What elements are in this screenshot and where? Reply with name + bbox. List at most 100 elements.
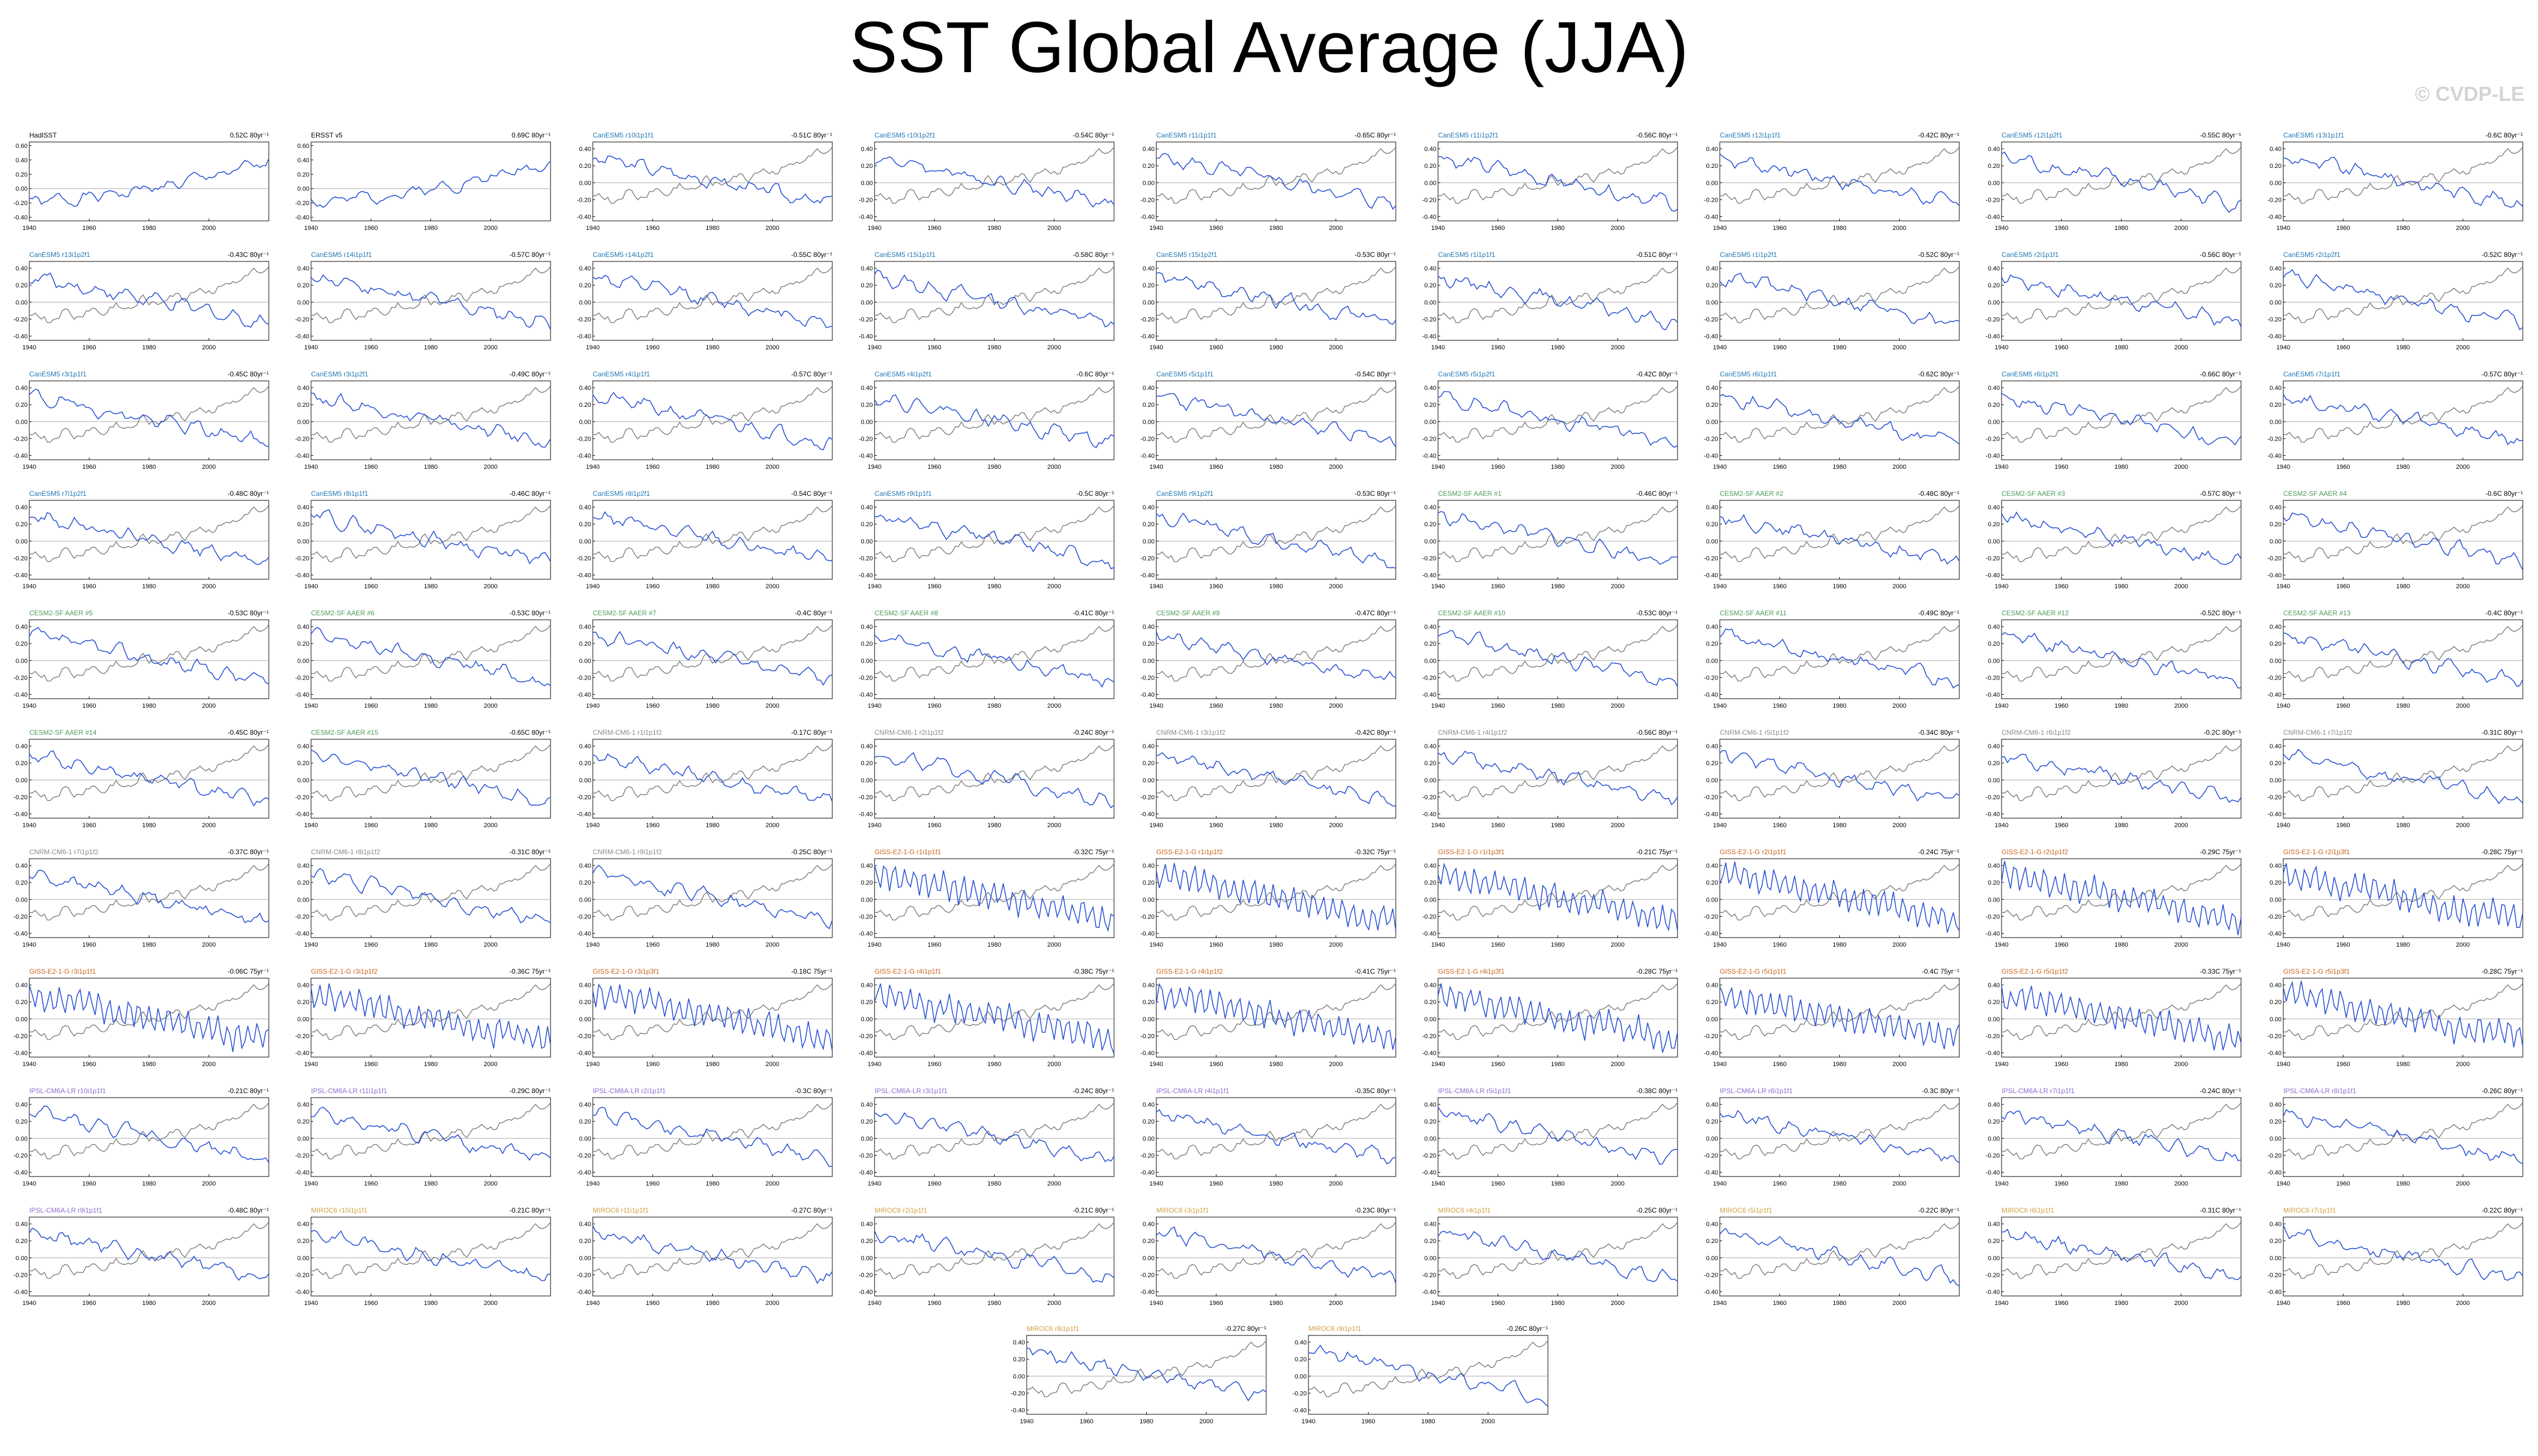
y-tick-label: 0.00 <box>1706 180 1718 187</box>
x-tick-label: 1980 <box>1421 1418 1435 1425</box>
x-tick-label: 1960 <box>364 1061 378 1068</box>
x-tick-label: 2000 <box>2456 703 2470 709</box>
obs-series-line <box>874 983 1115 1040</box>
y-tick-label: 0.00 <box>1143 1016 1155 1023</box>
y-tick-label: 0.00 <box>298 538 309 545</box>
x-tick-label: 2000 <box>1048 1180 1061 1187</box>
x-tick-label: 1960 <box>1209 583 1223 590</box>
y-tick-label: 0.40 <box>1988 624 2000 631</box>
y-tick-label: 0.40 <box>16 863 28 869</box>
panel-trend: -0.42C 80yr⁻¹ <box>1355 729 1396 736</box>
panel-10: CanESM5 r14i1p1f1 -0.57C 80yr⁻¹ 0.40 0.20 0.… <box>295 251 551 351</box>
y-tick-label: -0.20 <box>1422 794 1436 801</box>
panel-24: CanESM5 r6i1p1f1 -0.62C 80yr⁻¹ 0.40 0.20 0.0… <box>1704 370 1960 470</box>
panel-53: CNRM-CM6-1 r7i1p1f2 -0.31C 80yr⁻¹ 0.40 0.20… <box>2268 729 2523 829</box>
y-tick-label: 0.20 <box>1143 1118 1155 1125</box>
panel-trend: -0.54C 80yr⁻¹ <box>1073 131 1114 139</box>
plot-frame <box>2001 739 2242 819</box>
y-tick-label: -0.20 <box>1986 436 2000 442</box>
x-tick-label: 1980 <box>142 703 156 709</box>
member-series-line <box>1437 630 1678 687</box>
y-tick-label: -0.20 <box>859 555 873 562</box>
y-tick-label: -0.40 <box>1986 930 2000 937</box>
x-tick-label: 2000 <box>2456 1061 2470 1068</box>
y-tick-label: 0.00 <box>16 658 28 664</box>
panel-title: MIROC6 r8i1p1f1 <box>1027 1325 1080 1333</box>
panel-trend: -0.55C 80yr⁻¹ <box>791 251 832 259</box>
y-tick-label: 0.40 <box>1706 265 1718 272</box>
panel-9: CanESM5 r13i1p2f1 -0.43C 80yr⁻¹ 0.40 0.20 0.… <box>14 251 269 351</box>
panel-72: IPSL-CM6A-LR r10i1p1f1 -0.21C 80yr⁻¹ 0.40 0… <box>14 1087 269 1187</box>
panel-trend: -0.17C 80yr⁻¹ <box>791 729 832 736</box>
x-tick-label: 1960 <box>1773 464 1786 470</box>
y-tick-label: -0.40 <box>1986 572 2000 579</box>
x-tick-label: 1980 <box>1551 225 1564 232</box>
panel-77: IPSL-CM6A-LR r5i1p1f1 -0.38C 80yr⁻¹ 0.40 0.… <box>1422 1087 1678 1187</box>
plot-frame <box>29 739 269 819</box>
y-tick-label: -0.40 <box>1704 930 1718 937</box>
y-tick-label: 0.20 <box>298 880 309 886</box>
y-tick-label: -0.40 <box>2268 1169 2282 1176</box>
y-tick-label: -0.20 <box>1704 1152 1718 1159</box>
y-tick-label: 0.20 <box>579 999 591 1006</box>
y-tick-label: 0.40 <box>1425 743 1436 750</box>
x-tick-label: 2000 <box>1611 703 1625 709</box>
member-series-line <box>1156 1109 1396 1165</box>
x-tick-label: 1960 <box>82 942 96 948</box>
panel-73: IPSL-CM6A-LR r11i1p1f1 -0.29C 80yr⁻¹ 0.40 0… <box>295 1087 551 1187</box>
y-tick-label: 0.20 <box>1013 1356 1025 1363</box>
x-tick-label: 2000 <box>1893 344 1906 351</box>
y-tick-label: 0.00 <box>861 299 873 306</box>
x-tick-label: 2000 <box>202 1180 216 1187</box>
y-tick-label: 0.00 <box>1706 777 1718 784</box>
panel-title: MIROC6 r6i1p1f1 <box>2002 1206 2055 1214</box>
obs-series-line <box>2001 147 2242 204</box>
x-tick-label: 1980 <box>1269 583 1283 590</box>
y-tick-label: 0.00 <box>1706 1016 1718 1023</box>
x-tick-label: 1980 <box>1832 344 1846 351</box>
y-tick-label: 0.00 <box>1295 1373 1307 1380</box>
panel-title: CESM2-SF AAER #2 <box>1720 490 1783 498</box>
x-tick-label: 1960 <box>364 822 378 829</box>
panel-title: IPSL-CM6A-LR r10i1p1f1 <box>29 1087 106 1095</box>
y-tick-label: 0.00 <box>579 1255 591 1262</box>
x-tick-label: 2000 <box>766 942 779 948</box>
y-tick-label: 0.20 <box>1425 163 1436 170</box>
x-tick-label: 2000 <box>1048 1300 1061 1307</box>
plot-frame <box>310 261 551 341</box>
y-tick-label: 0.00 <box>579 299 591 306</box>
y-tick-label: 0.40 <box>1706 1102 1718 1108</box>
plot-frame <box>1156 1217 1396 1297</box>
panel-3: CanESM5 r10i1p2f1 -0.54C 80yr⁻¹ 0.40 0.20 0.… <box>859 131 1115 232</box>
x-tick-label: 1980 <box>987 1180 1001 1187</box>
x-tick-label: 1940 <box>586 344 600 351</box>
x-tick-label: 1940 <box>1431 225 1445 232</box>
y-tick-label: 0.00 <box>861 658 873 664</box>
y-tick-label: 0.00 <box>16 777 28 784</box>
y-tick-label: 0.20 <box>1706 641 1718 647</box>
x-tick-label: 2000 <box>1329 1300 1343 1307</box>
plot-frame <box>1156 380 1396 460</box>
y-tick-label: -0.40 <box>1293 1407 1307 1414</box>
y-tick-label: -0.40 <box>295 1050 309 1057</box>
y-tick-label: 0.20 <box>861 282 873 289</box>
x-tick-label: 1960 <box>82 703 96 709</box>
y-tick-label: -0.40 <box>1141 1169 1155 1176</box>
panel-title: GISS-E2-1-G r5i1p1f1 <box>1720 967 1786 975</box>
panel-title: CESM2-SF AAER #4 <box>2283 490 2347 498</box>
member-series-line <box>310 868 551 924</box>
panel-trend: -0.31C 80yr⁻¹ <box>509 848 551 856</box>
y-tick-label: 0.20 <box>1425 760 1436 767</box>
y-tick-label: 0.00 <box>1988 658 2000 664</box>
x-tick-label: 1940 <box>1713 344 1727 351</box>
plot-frame <box>1719 1217 1960 1297</box>
x-tick-label: 1940 <box>868 1061 881 1068</box>
panel-51: CNRM-CM6-1 r5i1p1f2 -0.34C 80yr⁻¹ 0.40 0.20… <box>1704 729 1960 829</box>
panel-title: GISS-E2-1-G r2i1p1f2 <box>2002 848 2068 856</box>
y-tick-label: 0.20 <box>1143 641 1155 647</box>
panel-trend: -0.6C 80yr⁻¹ <box>2486 131 2523 139</box>
y-tick-label: 0.00 <box>16 1255 28 1262</box>
plot-frame <box>1719 261 1960 341</box>
y-tick-label: -0.20 <box>577 436 591 442</box>
x-tick-label: 1960 <box>928 1180 941 1187</box>
